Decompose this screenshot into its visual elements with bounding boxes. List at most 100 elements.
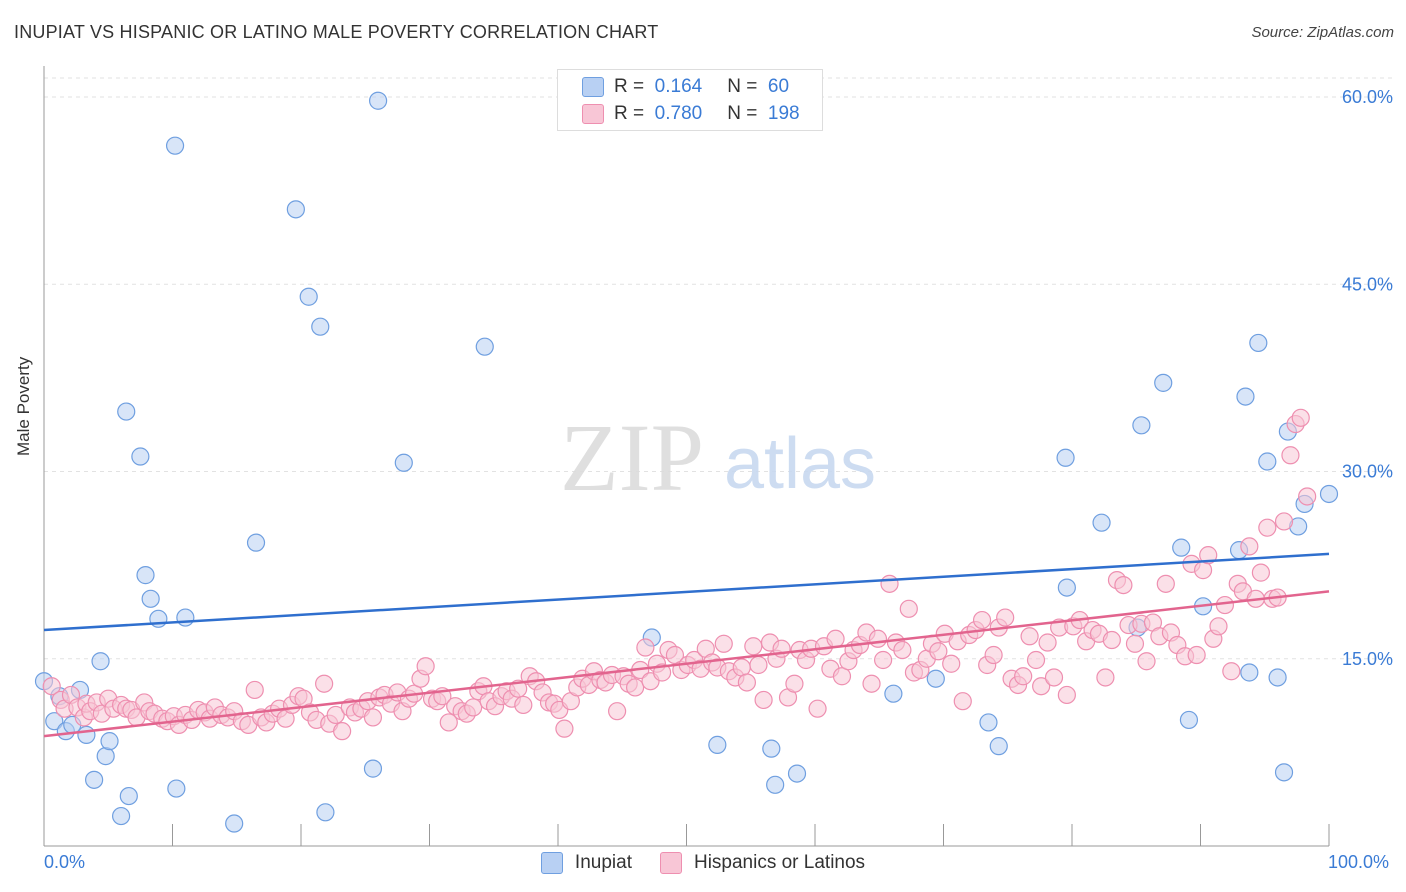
data-point — [989, 737, 1008, 756]
r-label: R = — [614, 76, 645, 97]
data-point — [439, 713, 458, 732]
data-point — [246, 533, 266, 552]
data-point — [1032, 677, 1051, 696]
data-point — [1258, 452, 1277, 471]
data-point — [744, 637, 763, 656]
n-value: 198 — [767, 103, 800, 124]
data-point — [299, 287, 318, 306]
data-point — [1102, 630, 1121, 650]
data-point — [77, 725, 96, 744]
series-inupiat — [34, 91, 1339, 833]
data-point — [363, 759, 383, 778]
data-point — [929, 642, 948, 661]
data-point — [1236, 387, 1255, 406]
data-point — [1319, 484, 1339, 504]
data-point — [42, 677, 61, 696]
data-point — [979, 713, 998, 732]
inupiat-swatch — [582, 77, 604, 97]
data-point — [1281, 446, 1300, 465]
data-point — [942, 654, 961, 673]
data-point — [832, 667, 852, 686]
x-tick-max: 100.0% — [1328, 852, 1390, 872]
data-point — [1209, 617, 1228, 636]
data-point — [141, 589, 160, 608]
chart-title: INUPIAT VS HISPANIC OR LATINO MALE POVER… — [14, 22, 659, 42]
bottom-legend: Inupiat Hispanics or Latinos — [0, 852, 1406, 874]
legend-label-inupiat: Inupiat — [574, 852, 632, 873]
data-point — [1199, 546, 1218, 565]
data-point — [608, 702, 627, 721]
watermark: ZIP atlas — [560, 404, 876, 511]
data-point — [1274, 512, 1294, 531]
data-point — [1274, 763, 1294, 782]
data-point — [754, 690, 773, 710]
data-point — [984, 645, 1003, 665]
data-point — [1096, 668, 1115, 687]
data-point — [1056, 448, 1075, 467]
data-point — [996, 608, 1015, 627]
data-point — [91, 652, 110, 671]
data-point — [1240, 663, 1259, 682]
data-point — [1240, 537, 1259, 556]
data-point — [311, 317, 330, 336]
data-point — [1258, 518, 1277, 537]
trend-line-inupiat — [43, 552, 1330, 632]
legend-label-hispanic: Hispanics or Latinos — [693, 852, 866, 873]
watermark-zip: ZIP — [560, 404, 704, 511]
n-label: N = — [727, 76, 758, 97]
legend-item-inupiat: Inupiat — [540, 852, 632, 874]
data-point — [749, 655, 768, 675]
y-tick-label: 15.0% — [1342, 649, 1393, 669]
data-point — [85, 770, 104, 789]
data-point — [1132, 416, 1151, 435]
data-point — [1187, 645, 1206, 665]
legend-swatch-inupiat — [540, 852, 563, 874]
data-point — [416, 657, 435, 676]
data-point — [176, 608, 195, 627]
data-point — [1044, 668, 1064, 687]
data-point — [167, 779, 186, 798]
data-point — [131, 447, 150, 466]
data-point — [326, 705, 345, 725]
stats-row-inupiat: R = 0.164 N = 60 — [582, 75, 789, 99]
data-point — [394, 453, 413, 472]
data-point — [714, 634, 733, 653]
data-point — [514, 695, 533, 715]
data-point — [136, 566, 155, 585]
data-point — [464, 698, 483, 717]
r-value: 0.164 — [654, 76, 703, 97]
data-point — [1215, 595, 1235, 615]
data-point — [1222, 662, 1241, 681]
data-point — [972, 610, 992, 630]
y-tick-label: 45.0% — [1342, 274, 1393, 294]
x-tick-min: 0.0% — [44, 852, 86, 872]
data-point — [766, 775, 785, 794]
data-point — [652, 663, 672, 682]
data-point — [926, 669, 945, 688]
data-point — [96, 747, 115, 766]
data-point — [45, 712, 64, 731]
data-point — [862, 674, 881, 693]
watermark-atlas: atlas — [724, 424, 876, 504]
data-point — [333, 722, 352, 741]
data-point — [1137, 652, 1156, 671]
data-point — [762, 739, 781, 758]
data-point — [826, 629, 845, 648]
data-point — [475, 337, 494, 356]
n-value: 60 — [767, 76, 790, 97]
data-point — [737, 673, 756, 692]
data-point — [1251, 563, 1270, 582]
data-point — [636, 638, 655, 657]
data-point — [1172, 538, 1191, 557]
data-point — [625, 678, 645, 697]
data-point — [1156, 574, 1175, 593]
data-point — [111, 806, 131, 826]
data-point — [286, 200, 305, 219]
legend-swatch-hispanic — [659, 852, 682, 874]
data-point — [1268, 668, 1287, 687]
data-point — [555, 719, 574, 738]
n-label: N = — [727, 103, 758, 124]
data-point — [1057, 685, 1076, 705]
series-hispanic — [42, 408, 1317, 741]
data-point — [1026, 650, 1046, 670]
